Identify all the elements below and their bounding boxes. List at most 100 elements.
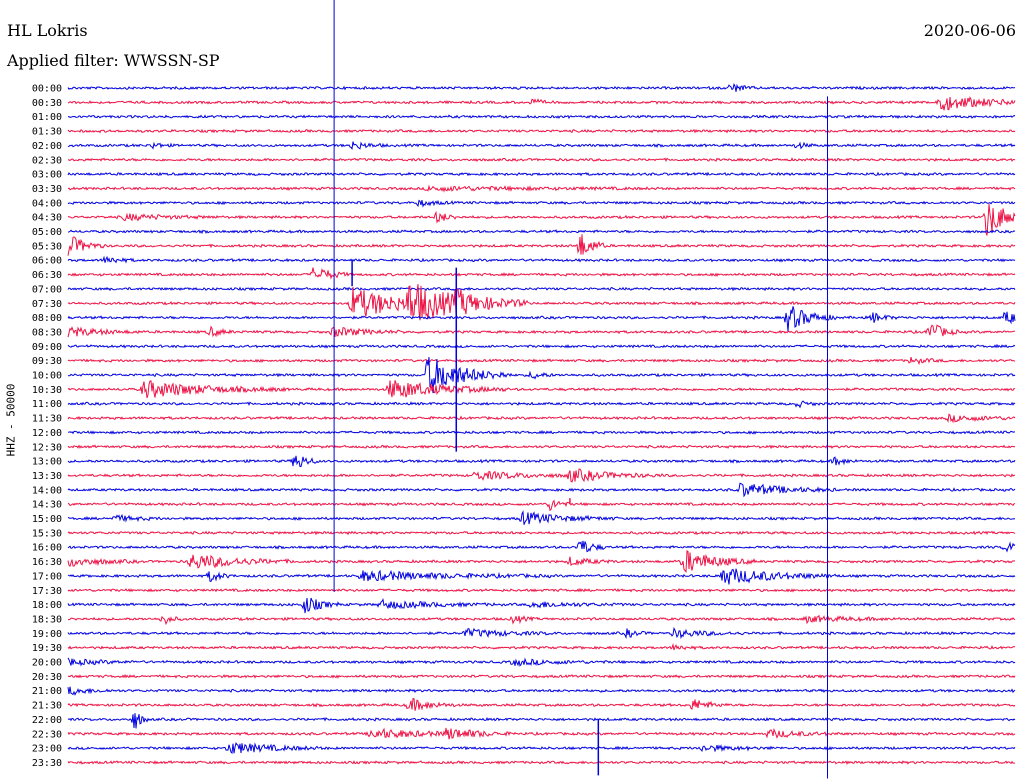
trace-row — [67, 642, 1016, 651]
row-label: 11:30 — [32, 414, 62, 425]
trace-row — [67, 267, 1016, 280]
trace-row — [67, 686, 1016, 696]
trace-row — [67, 199, 1016, 208]
trace-row — [67, 171, 1016, 177]
row-label: 14:30 — [32, 500, 62, 511]
row-label: 05:00 — [32, 227, 62, 238]
row-label: 02:30 — [32, 155, 62, 166]
row-label: 20:30 — [32, 672, 62, 683]
trace-row — [67, 204, 1016, 236]
trace-row — [67, 234, 1016, 256]
row-label: 17:30 — [32, 586, 62, 597]
trace-row — [67, 343, 1016, 349]
trace-row — [67, 550, 1016, 574]
trace-row — [67, 568, 1016, 585]
row-label: 23:00 — [32, 744, 62, 755]
trace-row — [67, 429, 1016, 435]
trace-row — [67, 742, 1016, 755]
row-label: 12:30 — [32, 442, 62, 453]
trace-row — [67, 713, 1016, 729]
row-label: 23:30 — [32, 758, 62, 769]
row-label: 18:00 — [32, 600, 62, 611]
row-label: 12:00 — [32, 428, 62, 439]
row-label: 10:00 — [32, 371, 62, 382]
row-label: 03:30 — [32, 184, 62, 195]
row-label: 20:00 — [32, 658, 62, 669]
row-labels: 00:00 00:30 01:00 01:30 02:00 02:30 03:00 03:30… — [32, 84, 62, 769]
trace-row — [67, 357, 1016, 394]
trace-row — [67, 444, 1016, 450]
trace-row — [67, 400, 1016, 409]
trace-row — [67, 114, 1016, 120]
row-label: 05:30 — [32, 241, 62, 252]
trace-row — [67, 83, 1016, 92]
trace-row — [67, 306, 1016, 332]
trace-row — [67, 356, 1016, 366]
trace-row — [67, 413, 1016, 424]
trace-row — [67, 255, 1016, 264]
trace-row — [67, 530, 1016, 536]
row-label: 15:30 — [32, 528, 62, 539]
row-label: 17:00 — [32, 571, 62, 582]
trace-row — [67, 657, 1016, 667]
trace-row — [67, 482, 1016, 498]
trace-row — [67, 141, 1016, 150]
row-label: 08:30 — [32, 327, 62, 338]
row-label: 09:00 — [32, 342, 62, 353]
row-label: 16:30 — [32, 557, 62, 568]
trace-row — [67, 727, 1016, 740]
trace-row — [67, 157, 1016, 163]
row-label: 07:00 — [32, 284, 62, 295]
traces — [67, 83, 1016, 776]
trace-row — [67, 128, 1016, 134]
row-label: 00:30 — [32, 98, 62, 109]
trace-row — [67, 468, 1015, 483]
trace-row — [67, 587, 1016, 593]
row-label: 15:00 — [32, 514, 62, 525]
date-label: 2020-06-06 — [923, 21, 1016, 40]
station-title: HL Lokris — [7, 21, 88, 40]
row-label: 19:30 — [32, 643, 62, 654]
row-label: 22:00 — [32, 715, 62, 726]
row-label: 07:30 — [32, 299, 62, 310]
row-label: 02:00 — [32, 141, 62, 152]
trace-row — [68, 614, 1016, 626]
row-label: 21:00 — [32, 686, 62, 697]
trace-row — [67, 96, 1016, 111]
trace-row — [67, 499, 1016, 512]
row-label: 03:00 — [32, 170, 62, 181]
trace-row — [67, 540, 1016, 553]
markers — [333, 0, 828, 779]
trace-row — [67, 597, 1016, 614]
row-label: 01:30 — [32, 127, 62, 138]
trace-row — [67, 510, 1016, 525]
row-label: 16:00 — [32, 543, 62, 554]
trace-row — [67, 184, 1016, 193]
row-label: 10:30 — [32, 385, 62, 396]
row-label: 04:00 — [32, 198, 62, 209]
row-label: 13:00 — [32, 457, 62, 468]
row-label: 09:30 — [32, 356, 62, 367]
row-label: 06:30 — [32, 270, 62, 281]
trace-row — [67, 760, 1015, 765]
row-label: 13:30 — [32, 471, 62, 482]
row-label: 18:30 — [32, 614, 62, 625]
trace-row — [67, 229, 1016, 235]
trace-row — [67, 455, 1016, 467]
trace-row — [67, 286, 1016, 292]
row-label: 21:30 — [32, 701, 62, 712]
trace-row — [67, 673, 1016, 679]
row-label: 14:00 — [32, 485, 62, 496]
row-label: 19:00 — [32, 629, 62, 640]
row-label: 08:00 — [32, 313, 62, 324]
row-label: 01:00 — [32, 112, 62, 123]
trace-row — [67, 626, 1016, 640]
trace-row — [67, 380, 1016, 399]
row-label: 06:00 — [32, 256, 62, 267]
row-label: 11:00 — [32, 399, 62, 410]
row-label: 04:30 — [32, 213, 62, 224]
row-label: 22:30 — [32, 729, 62, 740]
trace-row — [67, 324, 1016, 338]
filter-subtitle: Applied filter: WWSSN-SP — [7, 51, 220, 70]
